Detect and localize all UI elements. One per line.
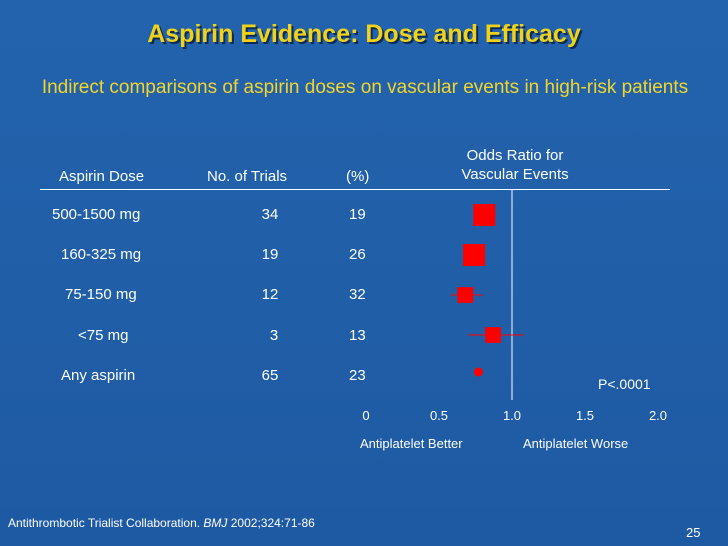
row-dose: <75 mg bbox=[78, 327, 129, 344]
slide-subtitle: Indirect comparisons of aspirin doses on… bbox=[41, 77, 689, 98]
header-percent: (%) bbox=[346, 168, 370, 185]
row-trials: 65 bbox=[261, 367, 279, 384]
citation: Antithrombotic Trialist Collaboration. B… bbox=[8, 516, 315, 530]
row-percent: 19 bbox=[349, 206, 366, 223]
row-percent: 26 bbox=[349, 246, 366, 263]
x-tick-label: 0 bbox=[362, 408, 370, 423]
citation-prefix: Antithrombotic Trialist Collaboration. bbox=[8, 516, 204, 530]
citation-journal: BMJ bbox=[203, 516, 228, 530]
x-tick-label: 2.0 bbox=[648, 408, 668, 423]
row-trials: 12 bbox=[261, 286, 279, 303]
row-dose: 500-1500 mg bbox=[52, 206, 141, 223]
header-divider bbox=[40, 189, 670, 190]
row-percent: 23 bbox=[349, 367, 366, 384]
estimate-marker bbox=[485, 327, 501, 343]
row-dose: Any aspirin bbox=[61, 367, 136, 384]
x-tick-label: 1.5 bbox=[575, 408, 595, 423]
header-odds-ratio-line1: Odds Ratio for bbox=[466, 147, 564, 164]
header-odds-ratio-line2: Vascular Events bbox=[461, 166, 569, 183]
estimate-marker bbox=[473, 204, 496, 226]
citation-suffix: 2002;324:71-86 bbox=[227, 516, 315, 530]
estimate-marker bbox=[457, 287, 474, 303]
row-dose: 160-325 mg bbox=[61, 246, 142, 263]
row-trials: 19 bbox=[261, 246, 279, 263]
slide-title: Aspirin Evidence: Dose and Efficacy bbox=[147, 20, 581, 48]
slide-number: 25 bbox=[686, 525, 701, 540]
row-percent: 13 bbox=[349, 327, 366, 344]
header-no-of-trials: No. of Trials bbox=[207, 168, 288, 185]
row-trials: 3 bbox=[269, 327, 279, 344]
header-aspirin-dose: Aspirin Dose bbox=[59, 168, 145, 185]
x-tick-label: 1.0 bbox=[502, 408, 522, 423]
row-percent: 32 bbox=[349, 286, 366, 303]
estimate-marker bbox=[473, 367, 483, 377]
x-tick-label: 0.5 bbox=[429, 408, 449, 423]
label-antiplatelet-better: Antiplatelet Better bbox=[360, 436, 463, 451]
p-value: P<.0001 bbox=[598, 376, 651, 392]
estimate-marker bbox=[463, 244, 486, 266]
row-trials: 34 bbox=[261, 206, 279, 223]
header-odds-ratio: Odds Ratio for Vascular Events bbox=[430, 146, 600, 184]
label-antiplatelet-worse: Antiplatelet Worse bbox=[523, 436, 629, 451]
row-dose: 75-150 mg bbox=[65, 286, 137, 303]
